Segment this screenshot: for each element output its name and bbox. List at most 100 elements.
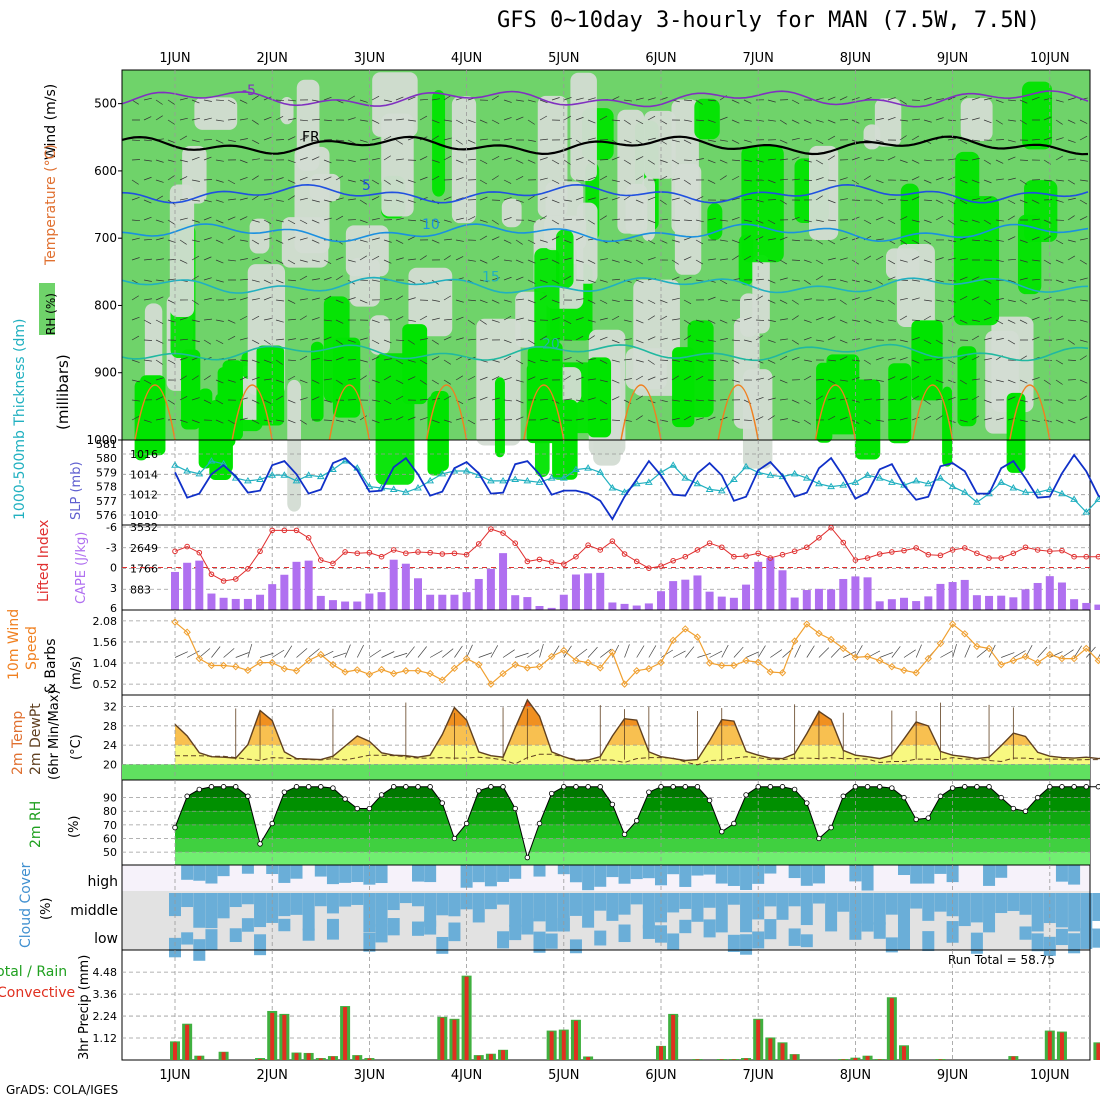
wind-barb: [839, 96, 848, 101]
wind-barb: [599, 418, 608, 421]
rh2m-point: [269, 820, 275, 827]
wind-barb: [1031, 336, 1040, 341]
wind10-point: [620, 680, 629, 688]
rh2m-point: [804, 800, 810, 806]
wind-barb: [995, 417, 1004, 421]
wind-barb: [875, 238, 884, 241]
wind-barb: [947, 199, 956, 205]
wind-barb: [971, 415, 980, 421]
rh2m-point: [877, 784, 883, 790]
wind-barb: [743, 198, 753, 201]
wind-barb: [731, 239, 740, 244]
lifted-index-point: [451, 550, 458, 557]
precip-conv-bar: [780, 1043, 785, 1060]
cloud-level-high: high: [87, 874, 118, 890]
wind-barb: [875, 255, 884, 261]
wind-barb: [803, 336, 812, 341]
wind-barb: [515, 379, 524, 383]
wind-barb: [851, 297, 860, 301]
wind-barb: [275, 177, 284, 181]
cloud-mid-cell: [314, 893, 327, 907]
rh-blotch: [256, 345, 285, 426]
wind10-barb: [381, 651, 395, 658]
wind-barb: [947, 138, 956, 141]
wind10-point: [742, 656, 750, 665]
wind-barb: [887, 259, 896, 265]
wind-barb: [683, 335, 691, 341]
wind-barb: [1007, 215, 1015, 221]
isotherm-line: [121, 135, 1089, 156]
wind-barb: [767, 319, 776, 322]
wind-barb: [347, 117, 356, 121]
lifted-index-point: [378, 553, 385, 560]
cloud-mid-cell: [205, 893, 218, 929]
wind-barb: [671, 139, 680, 143]
rh2m-point: [597, 784, 603, 790]
wind-barb: [359, 199, 367, 205]
thickness-point: [705, 485, 714, 492]
cloud-mid-cell: [169, 893, 181, 917]
wind-barb: [935, 379, 944, 384]
surface-isotherm: [717, 384, 759, 441]
wind-barb: [803, 279, 811, 285]
wind-barb: [1055, 379, 1063, 385]
cloud-high-cell: [497, 865, 510, 882]
wind-barb: [947, 158, 956, 161]
wind10-barb: [879, 652, 893, 658]
cape-bar: [219, 597, 228, 610]
wind-barb: [827, 397, 836, 401]
lifted-index-point: [318, 557, 324, 563]
wind-barb: [635, 175, 643, 181]
rh-blotch: [625, 183, 648, 235]
label-wind10-units: (m/s): [69, 656, 84, 690]
wind10-barb: [1049, 651, 1063, 658]
cloud-high-cell: [266, 865, 279, 875]
cape-bar: [632, 605, 641, 610]
lifted-index-point: [1034, 547, 1041, 553]
cape-bar: [511, 595, 520, 610]
wind-barb: [599, 215, 607, 221]
cape-bar: [377, 592, 386, 610]
wind-barb: [551, 279, 560, 284]
wind-barb: [371, 137, 380, 141]
cloud-mid-cell: [241, 893, 254, 905]
wind-barb: [143, 379, 152, 385]
wind-barb: [335, 197, 344, 201]
precip-conv-bar: [659, 1046, 663, 1060]
wind-barb: [215, 139, 224, 144]
wind-barb: [707, 218, 716, 221]
cape-bar: [754, 561, 763, 610]
cloud-high-cell: [800, 865, 813, 886]
wind-barb: [347, 297, 356, 301]
wind-barb: [719, 416, 728, 421]
wind-barb: [719, 116, 728, 121]
wind-barb: [311, 219, 320, 224]
wind10-barb: [575, 648, 588, 658]
wind-barb: [407, 199, 416, 203]
rh2m-point: [415, 784, 421, 790]
wind-barb: [599, 279, 608, 283]
wind-barb: [899, 99, 907, 105]
wind-barb: [1043, 296, 1052, 301]
cloud-mid-cell: [193, 893, 206, 928]
wind10-point: [535, 662, 544, 671]
wind-barb: [959, 276, 968, 281]
wind-barb: [863, 398, 872, 401]
wind-barb: [839, 299, 847, 305]
wind-barb: [203, 117, 212, 121]
cloud-mid-cell: [983, 893, 996, 933]
wind-barb: [575, 179, 584, 182]
cloud-high-cell: [582, 865, 595, 891]
lifted-index-point: [463, 551, 470, 558]
wind-barb: [275, 99, 285, 102]
wind-barb: [1043, 259, 1052, 265]
wind-barb: [959, 139, 968, 145]
wind10-barb: [417, 646, 427, 658]
wind-barb: [143, 419, 152, 423]
wind-barb: [911, 176, 920, 181]
wind-barb: [191, 397, 200, 401]
cloud-high-cell: [351, 865, 364, 883]
wind-barb: [779, 277, 788, 281]
wind-barb: [971, 179, 980, 184]
wind-barb: [983, 196, 992, 201]
